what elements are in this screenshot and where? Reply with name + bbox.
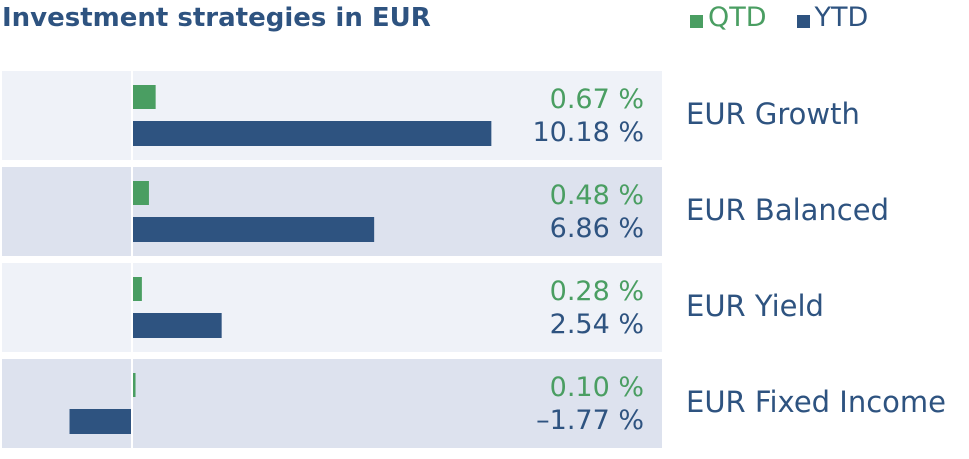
legend-item-ytd: YTD [796,0,869,36]
bar-qtd-eur-growth [132,85,156,109]
category-label-eur-balanced: EUR Balanced [686,193,889,227]
legend-label-ytd: YTD [814,2,869,33]
bar-ytd-eur-yield [132,313,222,338]
legend-swatch-ytd [796,14,810,28]
legend-label-qtd: QTD [708,2,767,33]
data-label-qtd-eur-balanced: 0.48 % [550,180,644,211]
bar-qtd-eur-fixed-income [132,373,136,397]
bar-qtd-eur-balanced [132,181,149,205]
data-label-ytd-eur-fixed-income: –1.77 % [536,405,644,436]
data-label-qtd-eur-yield: 0.28 % [550,276,644,307]
bar-qtd-eur-yield [132,277,142,301]
data-label-ytd-eur-balanced: 6.86 % [550,213,644,244]
data-label-qtd-eur-fixed-income: 0.10 % [550,372,644,403]
category-label-eur-growth: EUR Growth [686,97,860,131]
data-label-ytd-eur-yield: 2.54 % [550,309,644,340]
data-label-qtd-eur-growth: 0.67 % [550,84,644,115]
data-label-ytd-eur-growth: 10.18 % [532,117,644,148]
bar-ytd-eur-fixed-income [69,409,132,434]
legend-swatch-qtd [690,14,703,28]
row-background-eur-yield [2,263,662,352]
bar-ytd-eur-balanced [132,217,375,242]
legend-item-qtd: QTD [690,0,767,36]
bar-ytd-eur-growth [132,121,492,146]
legend: QTD YTD [690,0,868,36]
chart-title: Investment strategies in EUR [2,3,431,33]
category-label-eur-fixed-income: EUR Fixed Income [686,385,946,419]
category-label-eur-yield: EUR Yield [686,289,824,323]
